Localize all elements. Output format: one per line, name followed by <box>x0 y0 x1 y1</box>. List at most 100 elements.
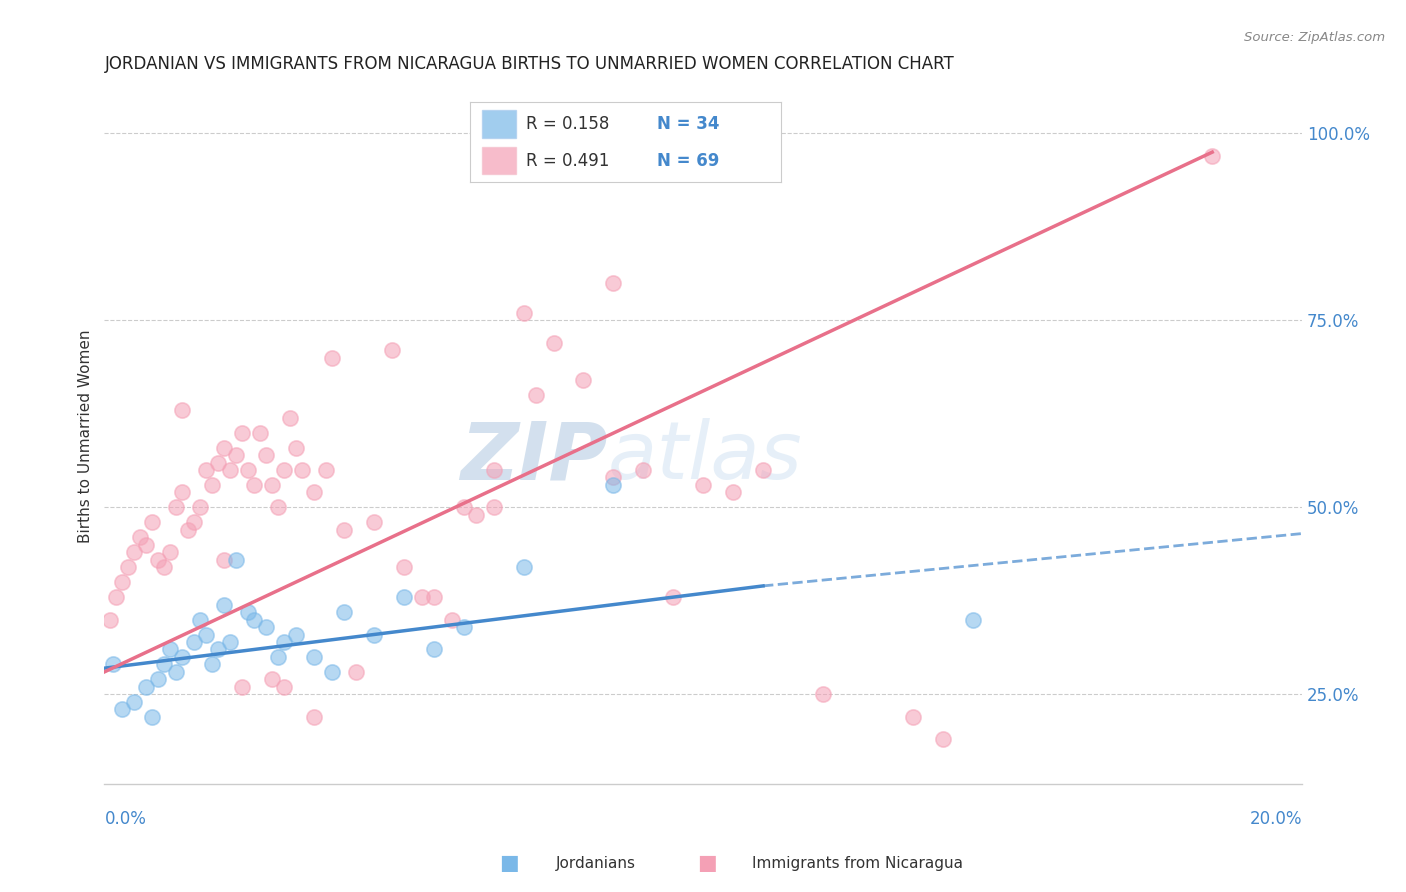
Point <box>188 500 211 515</box>
Point <box>901 710 924 724</box>
Text: Source: ZipAtlas.com: Source: ZipAtlas.com <box>1244 31 1385 45</box>
Point <box>291 463 314 477</box>
Point <box>207 642 229 657</box>
Point <box>721 485 744 500</box>
Text: ■: ■ <box>499 854 519 873</box>
Point <box>117 560 139 574</box>
Point <box>752 463 775 477</box>
Point <box>236 463 259 477</box>
Text: ■: ■ <box>697 854 717 873</box>
Point <box>602 276 624 290</box>
Point <box>1201 149 1223 163</box>
Text: ZIP: ZIP <box>460 418 607 496</box>
Point <box>260 478 283 492</box>
Point <box>602 470 624 484</box>
Point <box>267 649 290 664</box>
Point <box>159 545 181 559</box>
Point <box>572 373 595 387</box>
Point <box>633 463 655 477</box>
Point <box>932 732 955 747</box>
Point <box>302 710 325 724</box>
Point <box>321 665 343 679</box>
Point <box>543 335 565 350</box>
Point <box>243 613 266 627</box>
Point <box>212 598 235 612</box>
Point <box>962 613 984 627</box>
Point <box>662 590 685 604</box>
Point <box>225 553 247 567</box>
Point <box>249 425 271 440</box>
Point <box>333 523 356 537</box>
Point <box>440 613 463 627</box>
Point <box>302 649 325 664</box>
Point <box>273 463 295 477</box>
Point <box>183 635 205 649</box>
Point <box>363 516 385 530</box>
Point <box>254 620 277 634</box>
Point <box>183 516 205 530</box>
Point <box>260 673 283 687</box>
Point <box>453 500 475 515</box>
Point <box>172 649 194 664</box>
Point <box>219 635 242 649</box>
Point <box>124 545 146 559</box>
Point <box>159 642 181 657</box>
Point <box>811 687 834 701</box>
Point <box>422 642 444 657</box>
Point <box>236 605 259 619</box>
Point <box>124 695 146 709</box>
Point <box>692 478 714 492</box>
Text: JORDANIAN VS IMMIGRANTS FROM NICARAGUA BIRTHS TO UNMARRIED WOMEN CORRELATION CHA: JORDANIAN VS IMMIGRANTS FROM NICARAGUA B… <box>104 55 955 73</box>
Point <box>111 575 134 590</box>
Point <box>344 665 367 679</box>
Point <box>195 627 218 641</box>
Point <box>111 702 134 716</box>
Point <box>482 500 505 515</box>
Point <box>188 613 211 627</box>
Point <box>273 635 295 649</box>
Point <box>602 478 624 492</box>
Point <box>464 508 486 522</box>
Point <box>225 448 247 462</box>
Text: atlas: atlas <box>607 418 803 496</box>
Point <box>212 553 235 567</box>
Point <box>453 620 475 634</box>
Point <box>285 441 308 455</box>
Point <box>411 590 433 604</box>
Point <box>105 590 128 604</box>
Point <box>512 560 534 574</box>
Point <box>135 680 157 694</box>
Point <box>219 463 242 477</box>
Point <box>285 627 308 641</box>
Point <box>243 478 266 492</box>
Text: 0.0%: 0.0% <box>104 810 146 829</box>
Point <box>302 485 325 500</box>
Point <box>165 665 187 679</box>
Point <box>207 456 229 470</box>
Text: Immigrants from Nicaragua: Immigrants from Nicaragua <box>752 856 963 871</box>
Point <box>482 463 505 477</box>
Point <box>201 478 224 492</box>
Point <box>231 425 253 440</box>
Point <box>273 680 295 694</box>
Point <box>363 627 385 641</box>
Point <box>172 403 194 417</box>
Point <box>267 500 290 515</box>
Point <box>98 613 121 627</box>
Point <box>195 463 218 477</box>
Point <box>165 500 187 515</box>
Point <box>392 590 415 604</box>
Point <box>321 351 343 365</box>
Point <box>392 560 415 574</box>
Point <box>254 448 277 462</box>
Point <box>103 657 125 672</box>
Point <box>333 605 356 619</box>
Point <box>512 306 534 320</box>
Point <box>201 657 224 672</box>
Point <box>148 673 170 687</box>
Point <box>422 590 444 604</box>
Text: Jordanians: Jordanians <box>555 856 636 871</box>
Point <box>172 485 194 500</box>
Text: 20.0%: 20.0% <box>1250 810 1302 829</box>
Point <box>148 553 170 567</box>
